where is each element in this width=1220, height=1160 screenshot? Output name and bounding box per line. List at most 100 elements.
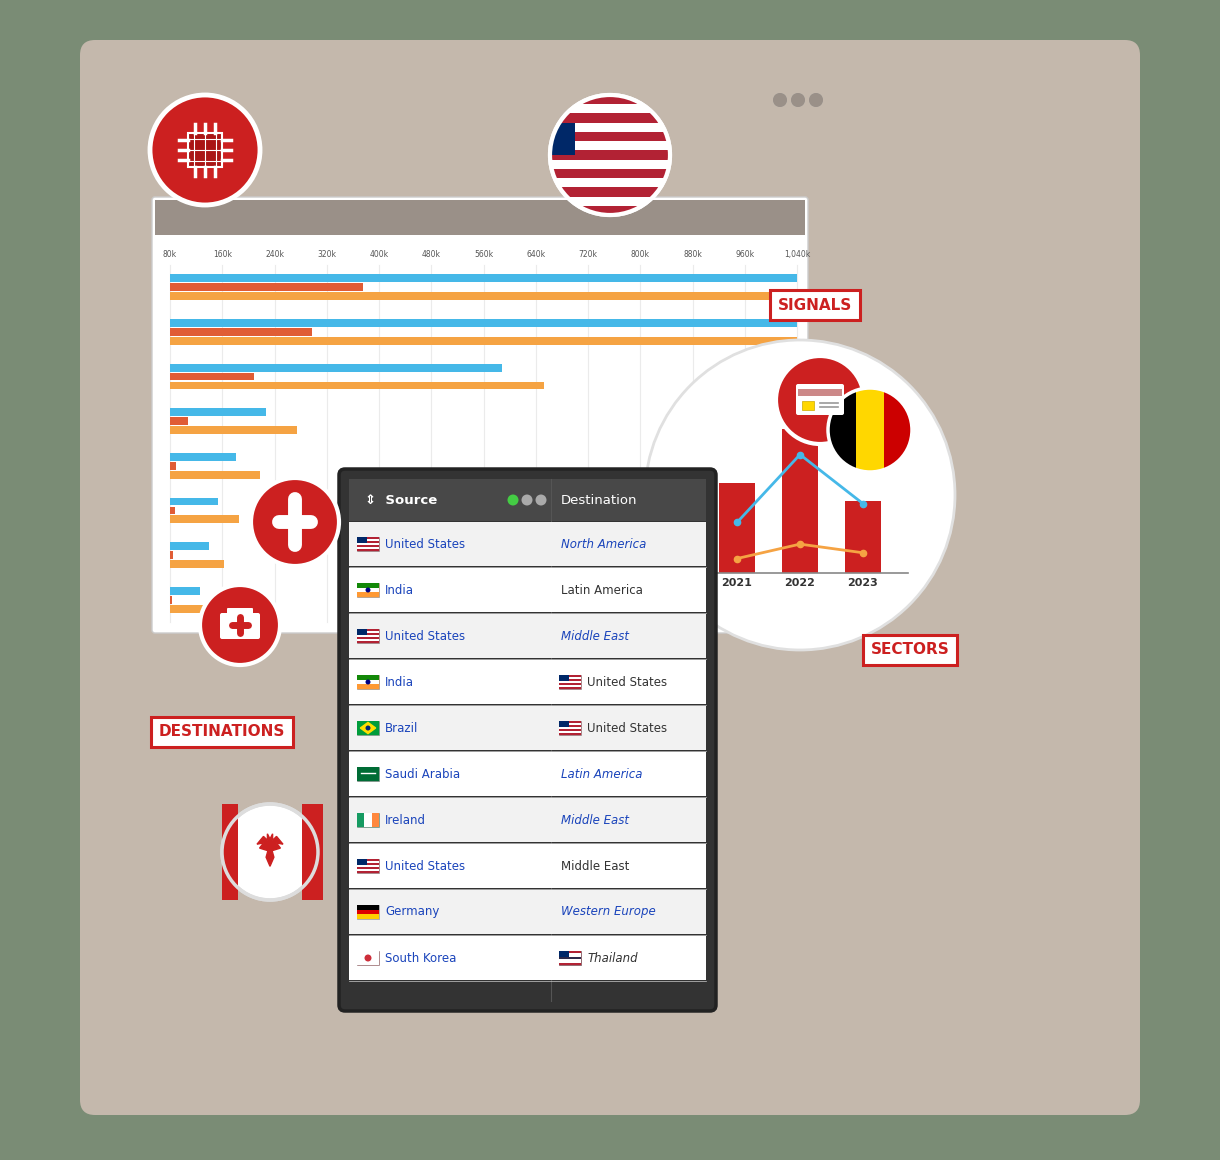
- Bar: [559, 675, 581, 677]
- FancyBboxPatch shape: [339, 469, 716, 1012]
- Bar: [845, 501, 881, 573]
- Circle shape: [366, 680, 371, 684]
- Bar: [170, 283, 362, 291]
- Circle shape: [645, 340, 955, 650]
- Bar: [357, 541, 379, 543]
- Bar: [559, 957, 581, 959]
- Text: Ireland: Ireland: [386, 813, 426, 826]
- Bar: [170, 426, 296, 434]
- Bar: [357, 545, 379, 548]
- Bar: [550, 123, 575, 155]
- Bar: [357, 869, 379, 871]
- Bar: [357, 863, 379, 865]
- Bar: [357, 914, 379, 919]
- Bar: [357, 905, 379, 909]
- Bar: [559, 723, 581, 725]
- FancyBboxPatch shape: [795, 384, 844, 415]
- Bar: [357, 629, 379, 643]
- Bar: [357, 537, 379, 551]
- Bar: [357, 722, 379, 735]
- Bar: [357, 951, 379, 965]
- Bar: [357, 684, 379, 689]
- Bar: [303, 804, 323, 900]
- Bar: [170, 372, 255, 380]
- Bar: [170, 382, 544, 390]
- Bar: [170, 319, 797, 327]
- Circle shape: [222, 804, 318, 900]
- Bar: [357, 675, 379, 680]
- Circle shape: [791, 93, 805, 107]
- Bar: [550, 151, 670, 160]
- Text: DESTINATIONS: DESTINATIONS: [159, 725, 285, 740]
- Bar: [357, 633, 379, 635]
- Circle shape: [809, 93, 824, 107]
- Bar: [170, 596, 172, 603]
- FancyBboxPatch shape: [227, 608, 253, 618]
- Bar: [170, 498, 218, 506]
- Bar: [559, 733, 581, 735]
- Circle shape: [776, 356, 864, 444]
- Bar: [559, 686, 581, 687]
- Bar: [357, 593, 379, 597]
- Text: 880k: 880k: [683, 251, 701, 259]
- Bar: [357, 813, 365, 827]
- Text: SIGNALS: SIGNALS: [778, 297, 852, 312]
- Bar: [170, 462, 176, 470]
- Bar: [884, 387, 913, 472]
- Bar: [559, 725, 581, 727]
- Bar: [550, 179, 670, 187]
- Bar: [222, 804, 238, 900]
- Bar: [559, 727, 581, 728]
- Circle shape: [773, 93, 787, 107]
- Text: 2021: 2021: [721, 578, 753, 588]
- Bar: [357, 871, 379, 873]
- Bar: [357, 951, 379, 965]
- Bar: [828, 387, 856, 472]
- Bar: [559, 959, 581, 960]
- Bar: [357, 537, 379, 539]
- Text: 160k: 160k: [212, 251, 232, 259]
- Bar: [856, 387, 884, 472]
- Bar: [550, 196, 670, 205]
- Text: Saudi Arabia: Saudi Arabia: [386, 768, 460, 781]
- Bar: [170, 507, 174, 514]
- Bar: [559, 951, 581, 965]
- Bar: [357, 629, 379, 631]
- Bar: [357, 583, 379, 597]
- Bar: [349, 706, 706, 751]
- Text: 240k: 240k: [265, 251, 284, 259]
- Bar: [357, 909, 379, 914]
- Circle shape: [521, 494, 532, 506]
- Text: 2022: 2022: [784, 578, 815, 588]
- Bar: [357, 813, 379, 827]
- Bar: [357, 905, 379, 919]
- Bar: [357, 583, 379, 588]
- Bar: [170, 292, 797, 300]
- Bar: [559, 728, 581, 731]
- Bar: [719, 484, 755, 573]
- Bar: [349, 890, 706, 934]
- Bar: [349, 568, 706, 612]
- FancyBboxPatch shape: [220, 612, 260, 639]
- Bar: [170, 587, 200, 595]
- Bar: [170, 336, 797, 345]
- Bar: [357, 867, 379, 869]
- Bar: [559, 722, 569, 727]
- Text: 320k: 320k: [317, 251, 337, 259]
- Bar: [559, 951, 569, 957]
- Bar: [357, 680, 379, 684]
- FancyBboxPatch shape: [152, 197, 808, 633]
- Text: Germany: Germany: [386, 906, 439, 919]
- Bar: [349, 479, 706, 521]
- Text: North America: North America: [561, 537, 647, 551]
- Bar: [798, 389, 842, 396]
- Text: 480k: 480k: [422, 251, 440, 259]
- Text: Western Europe: Western Europe: [561, 906, 656, 919]
- Circle shape: [536, 494, 547, 506]
- Bar: [802, 401, 814, 409]
- Circle shape: [791, 93, 805, 107]
- Bar: [188, 133, 222, 167]
- Circle shape: [550, 95, 670, 215]
- Bar: [357, 631, 379, 633]
- Bar: [559, 681, 581, 683]
